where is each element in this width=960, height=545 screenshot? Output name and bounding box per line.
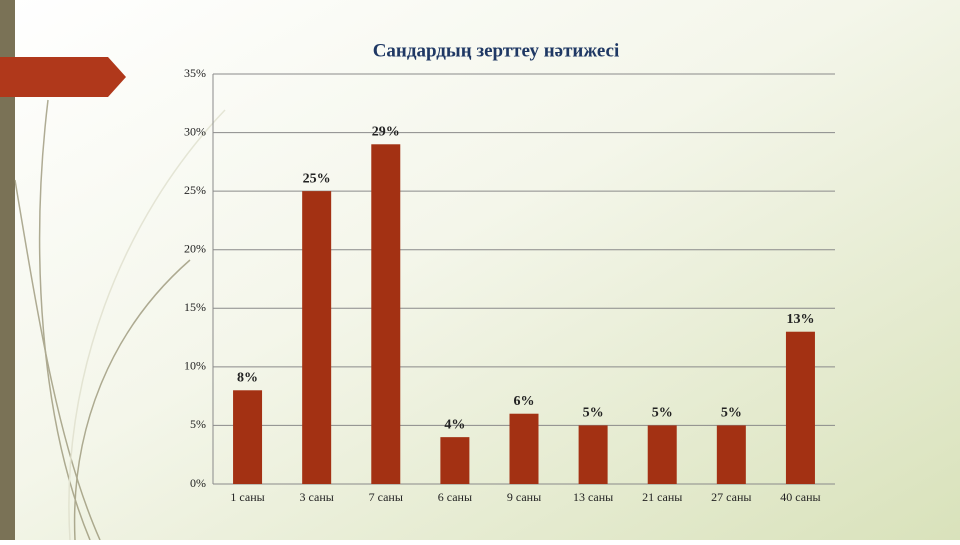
x-tick-label: 6 саны — [438, 490, 472, 504]
data-label: 13% — [786, 312, 814, 327]
y-tick-label: 15% — [184, 300, 206, 314]
y-tick-label: 0% — [190, 476, 206, 490]
bar — [371, 144, 401, 485]
data-label: 5% — [721, 406, 742, 421]
data-label: 5% — [583, 406, 604, 421]
bar — [509, 413, 539, 484]
x-tick-label: 40 саны — [780, 490, 820, 504]
bar — [302, 191, 332, 484]
x-tick-label: 3 саны — [300, 490, 334, 504]
bar — [716, 425, 746, 484]
x-tick-label: 27 саны — [711, 490, 751, 504]
title-arrow — [0, 57, 126, 97]
y-tick-label: 20% — [184, 241, 206, 255]
left-stripe — [0, 0, 15, 540]
data-label: 29% — [372, 125, 400, 140]
data-label: 6% — [514, 394, 535, 409]
bar — [578, 425, 608, 484]
data-label: 25% — [303, 171, 331, 186]
x-tick-label: 1 саны — [230, 490, 264, 504]
bar — [647, 425, 677, 484]
y-tick-label: 30% — [184, 124, 206, 138]
x-tick-label: 7 саны — [369, 490, 403, 504]
bar — [785, 331, 815, 484]
y-tick-label: 25% — [184, 183, 206, 197]
bar — [440, 437, 470, 484]
y-tick-label: 10% — [184, 359, 206, 373]
chart-title: Сандардың зерттеу нәтижесі — [373, 40, 620, 61]
x-tick-label: 13 саны — [573, 490, 613, 504]
data-label: 8% — [237, 371, 258, 386]
bar — [233, 390, 263, 484]
y-tick-label: 5% — [190, 417, 206, 431]
x-tick-label: 9 саны — [507, 490, 541, 504]
data-label: 4% — [444, 417, 465, 432]
data-label: 5% — [652, 406, 673, 421]
x-tick-label: 21 саны — [642, 490, 682, 504]
y-tick-label: 35% — [184, 66, 206, 80]
decor-curves — [14, 99, 226, 541]
